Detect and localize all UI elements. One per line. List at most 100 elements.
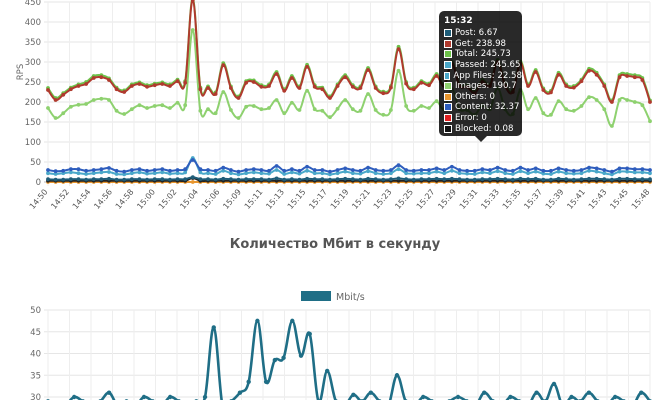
- rps-point: [282, 88, 287, 93]
- rps-point: [53, 169, 58, 174]
- rps-point: [549, 172, 553, 176]
- rps-point: [350, 177, 355, 182]
- mbit-legend: Mbit/s: [301, 291, 365, 303]
- rps-point: [396, 167, 401, 172]
- mbit-legend-label[interactable]: Mbit/s: [336, 292, 365, 303]
- rps-point: [305, 168, 309, 173]
- rps-point: [183, 80, 188, 85]
- rps-point: [160, 167, 165, 172]
- rps-point: [510, 177, 515, 182]
- rps-point: [373, 108, 378, 112]
- mbit-legend-swatch[interactable]: [301, 291, 331, 301]
- rps-point: [68, 87, 73, 92]
- rps-point: [107, 166, 111, 170]
- rps-point: [46, 177, 50, 182]
- rps-point: [526, 107, 530, 112]
- rps-point: [152, 177, 157, 182]
- rps-point: [137, 177, 142, 182]
- rps-x-tick-label: 14:58: [114, 188, 136, 211]
- rps-point: [419, 177, 424, 182]
- rps-point: [152, 83, 157, 88]
- rps-x-tick-label: 15:17: [307, 188, 329, 211]
- mbit-point: [71, 394, 77, 400]
- rps-x-tick-label: 15:45: [608, 188, 630, 211]
- rps-x-tick-label: 15:06: [200, 188, 222, 211]
- rps-point: [434, 169, 439, 174]
- rps-point: [190, 180, 195, 184]
- rps-point: [518, 169, 523, 174]
- rps-point: [198, 167, 203, 172]
- rps-point: [68, 170, 73, 175]
- rps-point: [564, 171, 569, 176]
- rps-point: [236, 172, 241, 177]
- rps-point: [107, 78, 111, 82]
- rps-point: [190, 0, 195, 2]
- rps-point: [198, 177, 203, 182]
- rps-point: [145, 168, 149, 173]
- rps-point: [556, 169, 561, 174]
- rps-point: [640, 167, 645, 172]
- tooltip-swatch: [444, 114, 452, 123]
- rps-point: [617, 169, 622, 174]
- rps-point: [221, 63, 226, 68]
- rps-point: [609, 169, 614, 174]
- rps-point: [213, 111, 218, 116]
- rps-point: [107, 170, 111, 174]
- rps-x-tick-label: 15:27: [415, 188, 437, 211]
- mbit-point: [482, 390, 487, 395]
- rps-x-tick-label: 15:43: [587, 188, 609, 211]
- rps-grid: [44, 1, 651, 186]
- rps-point: [419, 168, 424, 172]
- rps-point: [114, 172, 119, 176]
- rps-point: [396, 47, 401, 52]
- rps-point: [602, 171, 607, 176]
- rps-point: [449, 176, 454, 181]
- tooltip-swatch: [444, 82, 452, 91]
- rps-point: [404, 177, 409, 182]
- rps-point: [389, 171, 393, 176]
- rps-point: [305, 164, 309, 169]
- rps-point: [122, 172, 127, 177]
- rps-point: [160, 177, 165, 182]
- rps-point: [122, 90, 127, 94]
- rps-point: [609, 172, 614, 177]
- rps-point: [297, 171, 302, 176]
- tooltip-row: Error: 0: [444, 113, 522, 124]
- rps-point: [53, 177, 58, 182]
- tooltip-swatch: [444, 92, 452, 101]
- rps-point: [221, 168, 226, 173]
- rps-point: [282, 172, 287, 176]
- rps-point: [541, 177, 546, 182]
- mbit-point: [351, 392, 356, 398]
- rps-point: [373, 177, 378, 182]
- tooltip-row-label: Total: 245.73: [455, 49, 511, 60]
- rps-y-tick-label: 0: [36, 178, 41, 188]
- rps-point: [91, 168, 96, 172]
- rps-point: [251, 104, 256, 108]
- rps-point: [221, 165, 226, 170]
- rps-point: [632, 170, 637, 175]
- rps-point: [518, 176, 523, 181]
- rps-point: [114, 177, 119, 182]
- rps-point: [632, 167, 637, 172]
- tooltip-swatch: [444, 39, 452, 48]
- rps-point: [350, 107, 355, 112]
- rps-point: [465, 177, 470, 182]
- rps-point: [76, 177, 81, 182]
- rps-point: [213, 172, 218, 176]
- rps-point: [244, 171, 249, 176]
- rps-point: [213, 92, 218, 96]
- rps-point: [640, 78, 645, 82]
- mbit-point: [106, 390, 112, 395]
- rps-point: [297, 177, 302, 182]
- rps-tooltip: 15:32 Post: 6.67 Get: 238.98 Total: 245.73…: [439, 11, 522, 142]
- rps-point: [168, 84, 172, 88]
- rps-point: [480, 167, 485, 172]
- rps-point: [137, 82, 142, 86]
- mbit-point: [394, 373, 400, 378]
- rps-point: [305, 88, 309, 93]
- rps-point: [411, 87, 416, 92]
- rps-point: [335, 171, 340, 176]
- rps-point: [617, 166, 622, 171]
- rps-point: [46, 171, 50, 176]
